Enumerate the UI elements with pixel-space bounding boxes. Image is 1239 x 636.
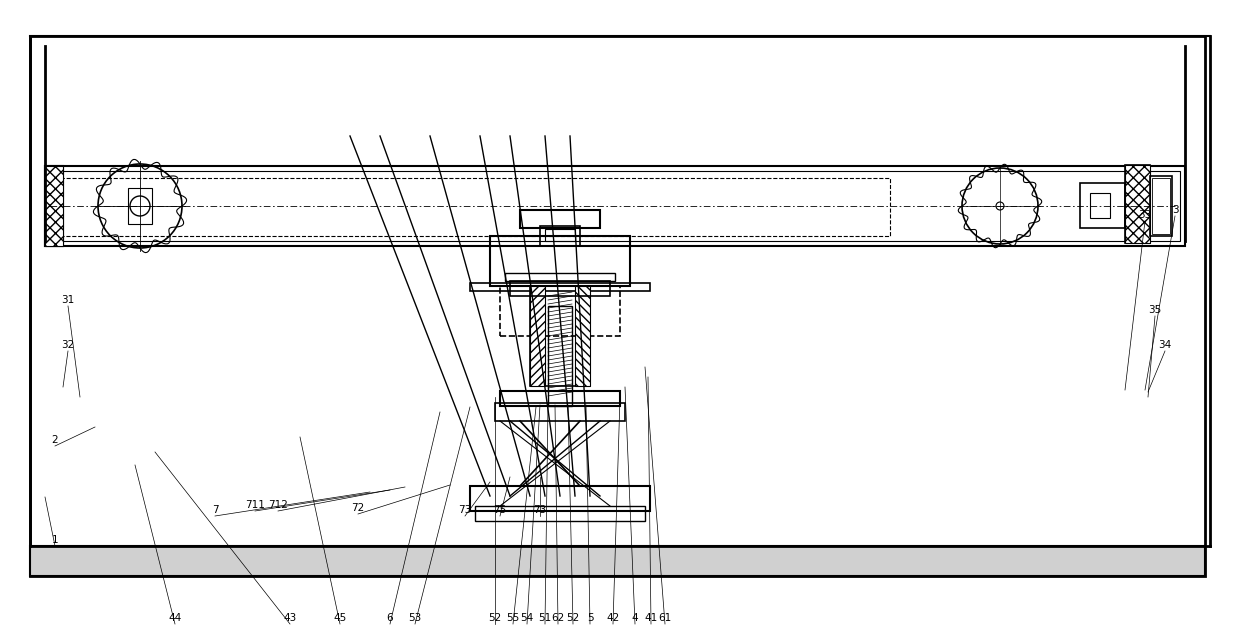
- Text: 711: 711: [245, 500, 265, 510]
- Text: 61: 61: [658, 613, 672, 623]
- Bar: [470, 283, 650, 291]
- Bar: [520, 210, 600, 228]
- Bar: [548, 306, 572, 406]
- Text: 41: 41: [644, 613, 658, 623]
- Text: 73: 73: [533, 505, 546, 515]
- Text: 34: 34: [1158, 340, 1172, 350]
- Text: 33: 33: [1139, 210, 1151, 220]
- Bar: [501, 286, 620, 336]
- Text: 1: 1: [52, 535, 58, 545]
- Text: 712: 712: [268, 500, 287, 510]
- Text: 44: 44: [169, 613, 182, 623]
- Bar: [489, 236, 629, 286]
- Bar: [501, 391, 620, 406]
- Bar: [540, 226, 580, 246]
- Text: 73: 73: [458, 505, 472, 515]
- Bar: [1090, 193, 1110, 218]
- Text: 4: 4: [632, 613, 638, 623]
- Text: 62: 62: [551, 613, 565, 623]
- Bar: [45, 166, 63, 246]
- Bar: [545, 229, 575, 241]
- Bar: [510, 281, 610, 296]
- Bar: [1152, 178, 1170, 234]
- Text: 3: 3: [1172, 205, 1178, 215]
- Text: 45: 45: [333, 613, 347, 623]
- Text: 75: 75: [493, 505, 507, 515]
- Bar: [1125, 165, 1150, 243]
- Text: 52: 52: [566, 613, 580, 623]
- Bar: [530, 286, 590, 386]
- Text: 7: 7: [212, 505, 218, 515]
- Bar: [506, 273, 615, 281]
- Text: 5: 5: [587, 613, 593, 623]
- Bar: [496, 403, 624, 421]
- Text: 52: 52: [488, 613, 502, 623]
- Text: 53: 53: [409, 613, 421, 623]
- Bar: [45, 166, 63, 246]
- Text: 6: 6: [387, 613, 393, 623]
- Text: 72: 72: [352, 503, 364, 513]
- Text: 51: 51: [539, 613, 551, 623]
- Bar: [30, 36, 1206, 576]
- Bar: [1125, 165, 1150, 243]
- Text: 35: 35: [1149, 305, 1162, 315]
- Text: 54: 54: [520, 613, 534, 623]
- Text: 55: 55: [507, 613, 519, 623]
- Bar: [45, 166, 1184, 246]
- Bar: [470, 486, 650, 511]
- Bar: [475, 506, 646, 521]
- Bar: [50, 171, 1180, 241]
- Text: 32: 32: [62, 340, 74, 350]
- Bar: [575, 286, 590, 386]
- Bar: [30, 546, 1206, 576]
- Text: 2: 2: [52, 435, 58, 445]
- Text: 31: 31: [62, 295, 74, 305]
- Text: 43: 43: [284, 613, 296, 623]
- Bar: [530, 286, 545, 386]
- Bar: [1150, 176, 1172, 236]
- Bar: [59, 178, 890, 236]
- Text: 42: 42: [606, 613, 620, 623]
- Bar: [1080, 183, 1125, 228]
- Bar: [128, 188, 152, 224]
